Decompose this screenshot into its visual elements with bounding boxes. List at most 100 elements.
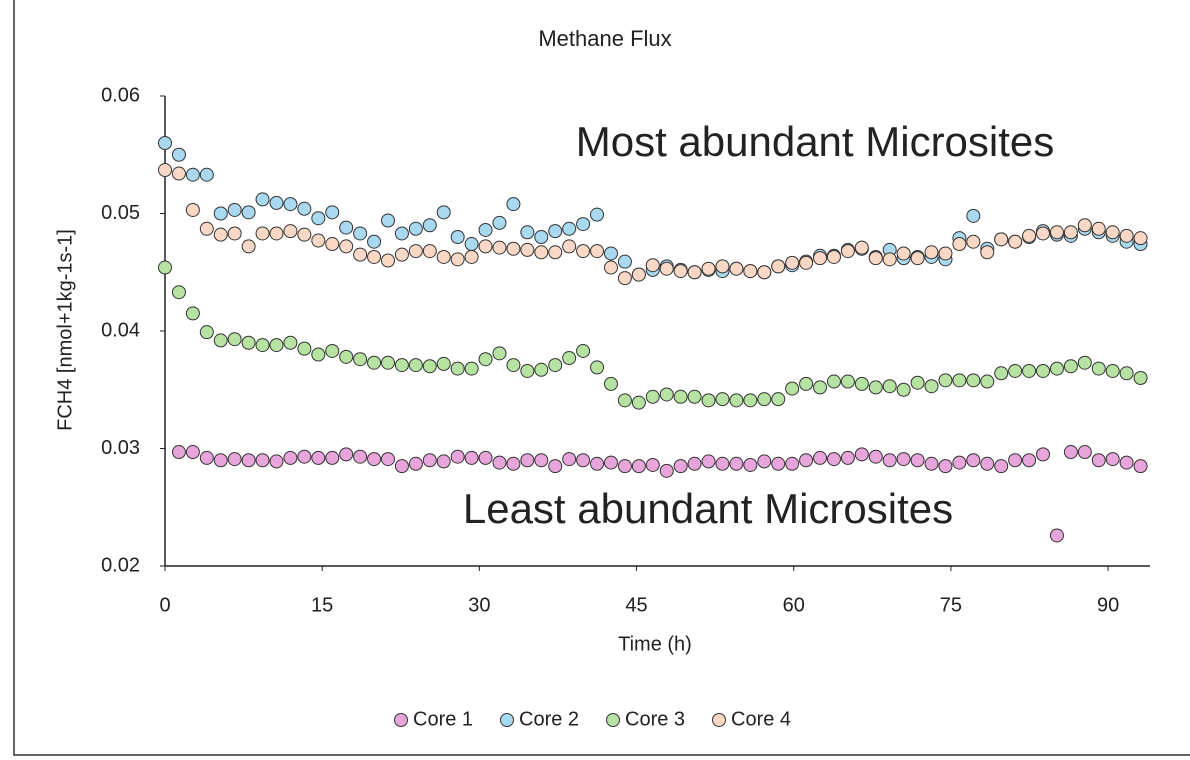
point bbox=[422, 244, 437, 259]
point bbox=[771, 259, 786, 274]
point bbox=[590, 207, 605, 222]
point bbox=[840, 244, 855, 259]
point bbox=[590, 360, 605, 375]
point bbox=[603, 376, 618, 391]
point bbox=[813, 450, 828, 465]
point bbox=[799, 376, 814, 391]
legend-marker bbox=[394, 713, 408, 727]
point bbox=[659, 387, 674, 402]
point bbox=[297, 227, 312, 242]
point bbox=[854, 447, 869, 462]
point bbox=[729, 261, 744, 276]
point bbox=[436, 356, 451, 371]
y-tick-label: 0.05 bbox=[101, 202, 140, 224]
point bbox=[1063, 225, 1078, 240]
point bbox=[325, 237, 340, 252]
point bbox=[980, 245, 995, 260]
point bbox=[785, 255, 800, 270]
point bbox=[1077, 355, 1092, 370]
point bbox=[1119, 366, 1134, 381]
point bbox=[1022, 228, 1037, 243]
point bbox=[966, 208, 981, 223]
point bbox=[394, 459, 409, 474]
point bbox=[1036, 363, 1051, 378]
point bbox=[450, 230, 465, 244]
point bbox=[436, 205, 451, 220]
point bbox=[1036, 226, 1051, 241]
point bbox=[715, 456, 730, 471]
point bbox=[840, 450, 855, 465]
point bbox=[185, 167, 200, 182]
point bbox=[353, 352, 368, 367]
point bbox=[520, 225, 535, 240]
point bbox=[576, 217, 591, 232]
point bbox=[1049, 225, 1064, 240]
legend-marker bbox=[712, 713, 726, 727]
point bbox=[506, 197, 521, 212]
point bbox=[715, 392, 730, 407]
point bbox=[185, 202, 200, 217]
point bbox=[436, 454, 451, 469]
point bbox=[966, 234, 981, 249]
point bbox=[938, 246, 953, 261]
point bbox=[910, 251, 925, 266]
point bbox=[158, 136, 172, 150]
point bbox=[840, 374, 855, 389]
point bbox=[715, 259, 730, 274]
point bbox=[952, 455, 967, 470]
point bbox=[380, 452, 395, 467]
point bbox=[227, 332, 242, 347]
point bbox=[241, 335, 256, 350]
point bbox=[464, 237, 479, 252]
annotation: Most abundant Microsites bbox=[576, 118, 1055, 165]
y-tick-label: 0.04 bbox=[101, 319, 140, 341]
point bbox=[394, 247, 409, 262]
point bbox=[227, 226, 242, 241]
point bbox=[994, 366, 1009, 381]
point bbox=[520, 242, 535, 257]
point bbox=[868, 251, 883, 266]
x-tick-label: 90 bbox=[1097, 594, 1119, 616]
point bbox=[1133, 231, 1148, 246]
point bbox=[353, 247, 368, 262]
point bbox=[854, 376, 869, 391]
point bbox=[213, 453, 228, 468]
point bbox=[534, 362, 549, 377]
point bbox=[213, 206, 228, 221]
point bbox=[506, 456, 521, 471]
point bbox=[966, 373, 981, 388]
point bbox=[325, 450, 340, 465]
point bbox=[882, 379, 897, 394]
y-tick-label: 0.02 bbox=[101, 554, 140, 576]
point bbox=[227, 452, 242, 467]
point bbox=[1049, 528, 1064, 543]
point bbox=[548, 224, 563, 239]
legend-marker bbox=[500, 713, 514, 727]
point bbox=[464, 249, 479, 264]
point bbox=[534, 453, 549, 468]
point bbox=[868, 380, 883, 395]
point bbox=[1091, 361, 1106, 376]
point bbox=[548, 459, 563, 474]
point bbox=[367, 249, 382, 264]
point bbox=[1049, 361, 1064, 376]
point bbox=[464, 361, 479, 376]
point bbox=[367, 355, 382, 370]
point bbox=[408, 244, 423, 259]
point bbox=[813, 380, 828, 395]
point bbox=[562, 239, 577, 254]
point bbox=[994, 459, 1009, 474]
point bbox=[576, 343, 591, 358]
point bbox=[785, 456, 800, 471]
point bbox=[1119, 455, 1134, 470]
point bbox=[631, 459, 646, 474]
y-axis-label: FCH4 [nmol+1kg-1s-1] bbox=[54, 229, 76, 431]
point bbox=[1077, 445, 1092, 460]
y-tick-label: 0.06 bbox=[101, 84, 140, 106]
point bbox=[339, 447, 354, 462]
x-tick-label: 15 bbox=[311, 594, 333, 616]
point bbox=[1105, 452, 1120, 467]
point bbox=[631, 395, 646, 410]
point bbox=[938, 373, 953, 388]
